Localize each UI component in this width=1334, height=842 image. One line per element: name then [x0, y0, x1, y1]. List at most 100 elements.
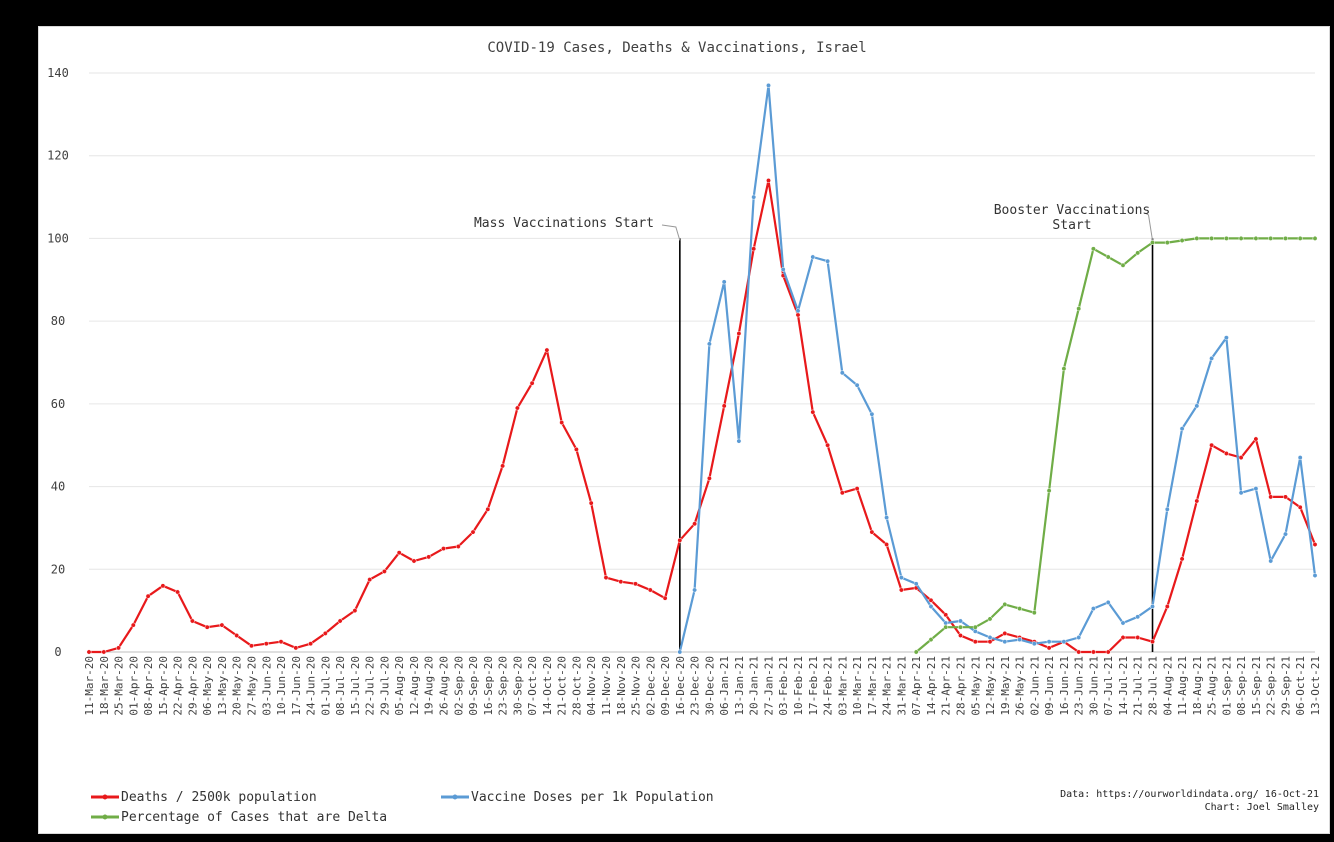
data-point	[308, 641, 314, 647]
data-point	[411, 558, 417, 564]
data-point	[884, 542, 890, 547]
y-tick-label: 140	[47, 66, 69, 80]
x-tick-label: 16-Dec-20	[674, 656, 687, 716]
data-point	[86, 649, 92, 655]
annotation-label: Start	[1052, 218, 1091, 233]
x-tick-label: 14-Jul-21	[1117, 656, 1130, 716]
data-point	[470, 529, 476, 535]
legend-label-delta: Percentage of Cases that are Delta	[121, 809, 388, 825]
data-point	[1090, 649, 1096, 655]
data-point	[751, 194, 757, 200]
legend-vaccine: Vaccine Doses per 1k Population	[441, 789, 714, 805]
data-point	[234, 633, 240, 638]
data-point	[633, 581, 638, 587]
data-point	[1105, 599, 1111, 605]
data-point	[1253, 235, 1259, 241]
data-point	[1164, 506, 1170, 512]
data-point	[1002, 630, 1008, 636]
data-point	[810, 409, 816, 415]
x-tick-label: 11-Mar-20	[83, 656, 96, 716]
data-point	[1297, 455, 1303, 461]
x-tick-label: 08-Jul-20	[334, 656, 347, 716]
annotations: Mass Vaccinations Start Booster Vaccinati…	[474, 203, 1154, 652]
x-tick-label: 09-Sep-20	[467, 656, 480, 716]
data-point	[1223, 451, 1229, 456]
data-point	[337, 618, 343, 624]
data-point	[839, 370, 845, 376]
x-tick-label: 17-Feb-21	[807, 656, 820, 716]
data-point	[884, 515, 890, 521]
data-point	[1150, 639, 1155, 645]
x-tick-label: 25-Mar-20	[113, 656, 126, 716]
data-point	[928, 597, 934, 603]
data-point	[1283, 494, 1288, 500]
data-point	[529, 380, 535, 386]
data-point	[1031, 610, 1037, 616]
data-point	[692, 521, 698, 527]
data-point	[559, 420, 565, 425]
data-point	[958, 633, 963, 638]
data-point	[1223, 235, 1229, 241]
data-point	[1061, 639, 1067, 645]
data-point	[278, 639, 284, 645]
x-tick-label: 19-Aug-20	[423, 656, 436, 716]
x-tick-label: 02-Jun-21	[1028, 656, 1041, 716]
x-tick-label: 12-Aug-20	[408, 656, 421, 716]
x-tick-label: 17-Jun-20	[290, 656, 303, 716]
data-point	[928, 637, 934, 643]
x-tick-label: 16-Jun-21	[1058, 656, 1071, 716]
x-tick-label: 13-Oct-21	[1309, 656, 1322, 716]
data-point	[958, 624, 963, 630]
data-point	[1283, 531, 1288, 537]
x-tick-label: 27-Jan-21	[762, 656, 775, 716]
data-point	[1194, 235, 1200, 241]
data-point	[1120, 620, 1126, 626]
x-tick-label: 06-May-20	[201, 656, 214, 716]
data-point	[987, 639, 993, 645]
x-tick-label: 26-May-21	[1014, 656, 1027, 716]
data-point	[1076, 649, 1082, 655]
data-point	[1283, 235, 1288, 241]
credit-data-source: Data: https://ourworldindata.org/ 16-Oct…	[1060, 789, 1319, 800]
data-point	[381, 568, 387, 574]
y-tick-label: 120	[47, 149, 69, 163]
data-point	[204, 624, 210, 630]
x-tick-label: 01-Jul-20	[319, 656, 332, 716]
data-point	[706, 475, 712, 481]
chart-title: COVID-19 Cases, Deaths & Vaccinations, I…	[487, 40, 866, 56]
data-point	[1238, 235, 1244, 241]
data-point	[825, 442, 831, 448]
data-point	[1164, 604, 1170, 609]
data-point	[189, 618, 195, 624]
data-point	[160, 583, 166, 589]
x-tick-label: 10-Mar-21	[851, 656, 864, 716]
x-tick-label: 27-May-20	[245, 656, 258, 716]
data-point	[573, 446, 579, 452]
series-line-2	[915, 237, 1315, 653]
x-tick-label: 25-Aug-21	[1206, 656, 1219, 716]
x-tick-label: 30-Jun-21	[1087, 656, 1100, 716]
data-point	[485, 506, 491, 512]
legend-label-vaccine: Vaccine Doses per 1k Population	[471, 789, 714, 805]
series-line-1	[678, 84, 1317, 653]
data-point	[943, 624, 949, 630]
data-point	[943, 620, 949, 626]
data-point	[175, 589, 181, 595]
data-point	[972, 639, 978, 645]
x-tick-label: 15-Sep-21	[1250, 656, 1263, 716]
data-point	[1135, 614, 1141, 620]
annotation-leader	[661, 224, 681, 241]
x-tick-label: 29-Jul-20	[378, 656, 391, 716]
x-tick-label: 01-Sep-21	[1220, 656, 1233, 716]
x-tick-label: 17-Mar-21	[866, 656, 879, 716]
data-point	[1046, 645, 1052, 651]
x-tick-label: 28-Oct-20	[570, 656, 583, 716]
data-point	[1238, 455, 1244, 461]
data-point	[1179, 426, 1185, 432]
x-tick-label: 31-Mar-21	[895, 656, 908, 716]
data-point	[692, 587, 698, 593]
y-axis: 0 20 40 60 80 100 120 140	[47, 66, 69, 659]
x-tick-label: 10-Jun-20	[275, 656, 288, 716]
series-group	[86, 82, 1318, 655]
x-tick-label: 21-Apr-21	[940, 656, 953, 716]
